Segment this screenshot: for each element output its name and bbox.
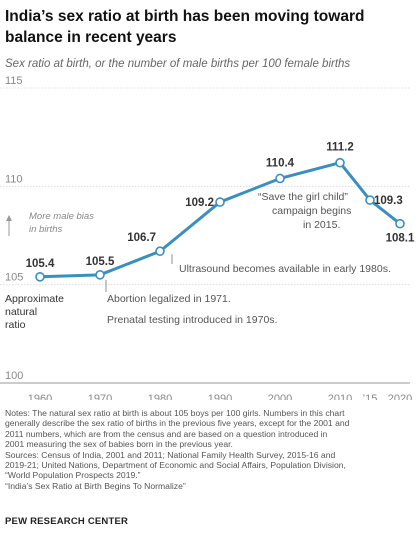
x-tick-label: 1980 [148,393,172,400]
save-girl-annotation: in 2015. [303,219,340,231]
data-label: 108.1 [386,233,415,245]
note-line: 2019-21; United Nations, Department of E… [5,460,346,471]
x-tick-label: 2010 [328,393,352,400]
data-point [335,157,345,168]
natural-ratio-label: ratio [5,319,26,331]
note-line: 2001 measuring the sex of babies born in… [5,439,233,450]
line-chart: 100 105 110 115 1960 1970 1980 1990 2000 2010 ’15 2… [0,75,415,400]
credit-line: PEW RESEARCH CENTER [5,516,129,527]
note-line: 2011 numbers, which are from the census … [5,428,328,439]
prenatal-annotation: Prenatal testing introduced in 1970s. [107,314,277,326]
data-point [365,195,375,205]
save-girl-annotation: “Save the girl child” [258,191,348,203]
data-label: 109.3 [374,195,403,207]
note-line: “World Population Prospects 2019.” [5,470,141,481]
data-point [95,270,105,280]
natural-ratio-label: natural [5,306,37,318]
series-line [39,161,401,279]
data-point [155,246,165,257]
chart-notes: Notes: The natural sex ratio at birth is… [5,408,415,491]
data-point [275,173,285,184]
x-tick-label: ’15 [363,393,378,400]
note-line: Notes: The natural sex ratio at birth is… [5,408,345,418]
x-tick-label: 2020 [388,393,412,400]
natural-ratio-label: Approximate [5,293,64,305]
chart-title: India’s sex ratio at birth has been movi… [5,8,365,46]
data-point [395,218,405,229]
data-label: 110.4 [266,157,295,169]
chart-subtitle: Sex ratio at birth, or the number of mal… [5,58,351,70]
abortion-annotation: Abortion legalized in 1971. [107,293,231,305]
note-line: generally describe the sex ratio of birt… [5,418,350,429]
data-label: 105.5 [86,256,115,268]
data-label: 109.2 [185,197,214,209]
y-tick-label: 100 [5,370,23,382]
arrow-head [6,215,12,221]
male-bias-label: More male bias [29,211,94,222]
data-point [215,197,225,207]
data-label: 111.2 [326,142,354,154]
ultrasound-annotation: Ultrasound becomes available in early 19… [179,263,391,275]
y-tick-label: 115 [5,75,23,87]
x-tick-label: 1970 [88,393,112,400]
y-tick-label: 105 [5,272,23,284]
data-point [35,271,45,282]
note-line: Sources: Census of India, 2001 and 2011;… [5,449,336,460]
x-tick-label: 1960 [28,393,52,400]
y-tick-label: 110 [5,173,23,185]
note-line: “India’s Sex Ratio at Birth Begins To No… [5,480,186,491]
data-label: 106.7 [127,232,156,244]
data-label: 105.4 [26,258,55,270]
male-bias-label: in births [29,224,63,235]
x-tick-label: 2000 [268,393,292,400]
save-girl-annotation: campaign begins [272,205,351,217]
x-tick-label: 1990 [208,393,232,400]
